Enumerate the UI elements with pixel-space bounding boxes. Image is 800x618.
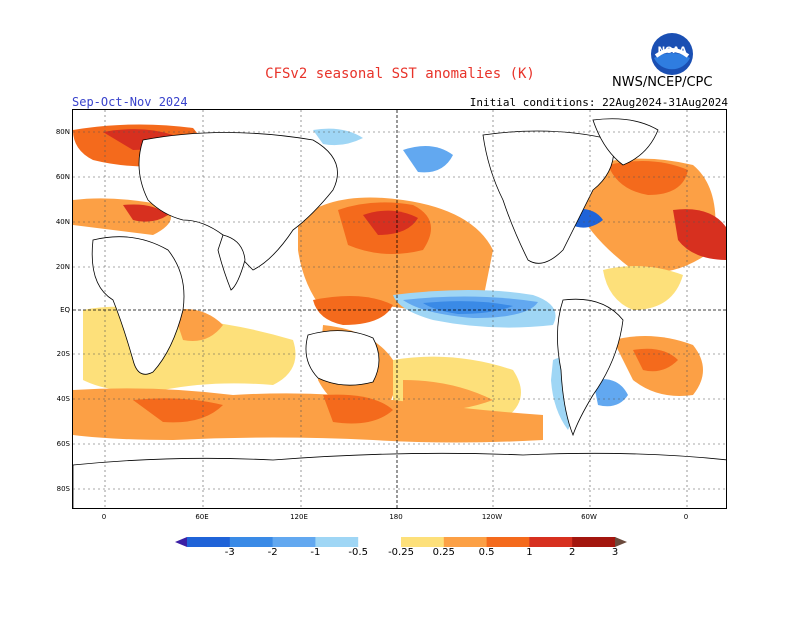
colorbar-tick-label: -2 bbox=[267, 547, 278, 558]
lat-label: EQ bbox=[60, 306, 70, 314]
lat-label: 40S bbox=[56, 395, 70, 403]
lon-label: 180 bbox=[389, 513, 403, 521]
map-canvas bbox=[73, 110, 726, 508]
colorbar-tick-label: -3 bbox=[224, 547, 235, 558]
colorbar-tick-label: 0.5 bbox=[478, 547, 495, 558]
noaa-logo-icon: NOAA bbox=[651, 33, 693, 75]
sst-anomaly-map bbox=[72, 109, 727, 509]
antarctica-landmass bbox=[73, 452, 726, 508]
colorbar-segment bbox=[315, 537, 359, 547]
colorbar-tick-label: -1 bbox=[310, 547, 321, 558]
lon-label: 120E bbox=[290, 513, 308, 521]
south-america-landmass bbox=[557, 298, 624, 437]
atlantic-warm bbox=[573, 158, 726, 396]
colorbar-segment bbox=[401, 537, 445, 547]
initial-conditions-label: Initial conditions: 22Aug2024-31Aug2024 bbox=[469, 96, 728, 109]
lat-label: 80S bbox=[56, 485, 70, 493]
eurasia-landmass bbox=[138, 132, 338, 271]
colorbar-segment bbox=[443, 537, 488, 547]
lon-label: 120W bbox=[481, 513, 503, 521]
logo-text: NOAA bbox=[658, 46, 687, 56]
australia-landmass bbox=[305, 330, 380, 386]
colorbar-tick-label: 2 bbox=[569, 547, 576, 558]
africa-landmass bbox=[91, 236, 185, 375]
colorbar-tick-label: 3 bbox=[611, 547, 619, 558]
colorbar-segment bbox=[529, 537, 573, 547]
lon-label: 60W bbox=[581, 513, 597, 521]
lat-label: 60S bbox=[56, 440, 70, 448]
lon-label: 0 bbox=[683, 513, 689, 521]
lat-label: 20N bbox=[55, 263, 70, 271]
lat-label: 40N bbox=[55, 218, 70, 226]
season-label: Sep-Oct-Nov 2024 bbox=[72, 95, 188, 109]
colorbar-segment bbox=[187, 537, 231, 547]
colorbar-tick-label: 1 bbox=[526, 547, 533, 558]
lat-label: 80N bbox=[55, 128, 70, 136]
colorbar-tick-label: -0.25 bbox=[388, 547, 414, 558]
colorbar-segment bbox=[358, 537, 402, 547]
graticule bbox=[73, 110, 726, 508]
lat-label: 60N bbox=[55, 173, 70, 181]
chart-title: CFSv2 seasonal SST anomalies (K) bbox=[265, 66, 535, 82]
india-landmass bbox=[217, 234, 246, 291]
lat-label: 20S bbox=[56, 350, 70, 358]
equator-dateline bbox=[73, 110, 726, 508]
colorbar-tick-label: 0.25 bbox=[432, 547, 455, 558]
colorbar-segment bbox=[272, 537, 316, 547]
colorbar-segment bbox=[572, 537, 616, 547]
continent-outlines bbox=[73, 118, 726, 508]
greenland-landmass bbox=[592, 118, 659, 166]
lon-label: 0 bbox=[101, 513, 107, 521]
north-america-landmass bbox=[482, 130, 615, 264]
colorbar bbox=[175, 537, 627, 547]
colorbar-tick-label: -0.5 bbox=[348, 547, 368, 558]
colorbar-segment bbox=[229, 537, 274, 547]
lon-label: 60E bbox=[195, 513, 209, 521]
colorbar-segment bbox=[486, 537, 530, 547]
colorbar-arrow-left bbox=[175, 537, 187, 547]
organization-label: NWS/NCEP/CPC bbox=[612, 75, 713, 90]
colorbar-arrow-right bbox=[615, 537, 627, 547]
